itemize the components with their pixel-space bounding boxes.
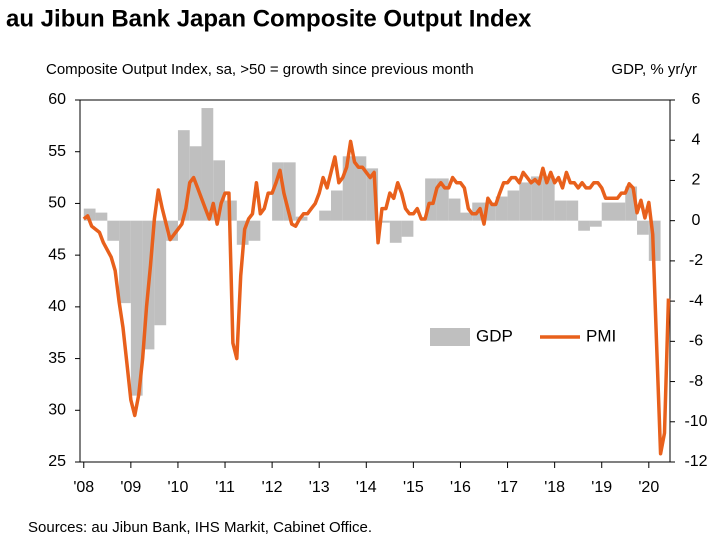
gdp-bar <box>378 220 390 223</box>
gdp-bar <box>460 212 473 221</box>
gdp-bar <box>119 220 131 304</box>
gdp-bar <box>330 190 343 221</box>
gdp-bar <box>201 108 214 221</box>
gdp-bar <box>342 156 355 221</box>
gdp-bar <box>166 220 178 241</box>
y-tick-label: 30 <box>48 402 66 419</box>
x-tick-label: '11 <box>215 479 235 496</box>
legend-label: GDP <box>476 326 513 345</box>
x-tick-label: '18 <box>544 479 565 496</box>
gdp-bar <box>601 202 614 221</box>
gdp-bar <box>542 176 555 221</box>
gdp-bar <box>248 220 261 241</box>
gdp-bar <box>484 202 496 221</box>
y-tick-label: 55 <box>48 143 66 160</box>
y2-axis-label: GDP, % yr/yr <box>611 61 697 78</box>
y2-tick-label: 4 <box>692 131 701 148</box>
y-tick-label: 60 <box>48 91 66 108</box>
gdp-bar <box>354 156 367 221</box>
gdp-bar <box>531 176 543 221</box>
gdp-bar <box>578 220 590 231</box>
gdp-bar <box>389 220 402 243</box>
legend-swatch <box>430 328 470 346</box>
gdp-bar <box>589 220 602 227</box>
gdp-bar <box>130 220 143 396</box>
gdp-bar <box>401 220 414 237</box>
y-axis-label: Composite Output Index, sa, >50 = growth… <box>46 61 474 78</box>
y-tick-label: 45 <box>48 246 66 263</box>
chart-title: au Jibun Bank Japan Composite Output Ind… <box>6 5 532 32</box>
y2-tick-label: -8 <box>689 373 703 390</box>
gdp-bar <box>154 220 167 326</box>
x-tick-label: '14 <box>356 479 377 496</box>
y2-tick-label: -2 <box>689 252 703 269</box>
gdp-bar <box>495 196 508 221</box>
legend-label: PMI <box>586 326 616 345</box>
x-tick-label: '20 <box>638 479 659 496</box>
gdp-bar <box>436 178 449 221</box>
gdp-bar <box>448 198 461 221</box>
gdp-bar <box>366 168 379 221</box>
gdp-bar <box>213 160 226 221</box>
gdp-bar <box>95 212 108 221</box>
y2-tick-label: -12 <box>684 453 707 470</box>
x-tick-label: '13 <box>309 479 330 496</box>
x-tick-label: '09 <box>120 479 141 496</box>
y-tick-label: 40 <box>48 298 66 315</box>
gdp-bar <box>177 130 190 221</box>
source: Sources: au Jibun Bank, IHS Markit, Cabi… <box>28 519 372 536</box>
y2-tick-label: -4 <box>689 292 703 309</box>
plot-frame <box>79 99 671 463</box>
x-tick-label: '17 <box>497 479 518 496</box>
gdp-bar <box>507 190 520 221</box>
x-tick-label: '15 <box>403 479 424 496</box>
gdp-bar <box>319 210 331 221</box>
gdp-bar <box>613 202 626 221</box>
y2-tick-label: 6 <box>692 91 701 108</box>
gdp-bar <box>83 208 96 221</box>
x-tick-label: '19 <box>591 479 612 496</box>
gdp-bar <box>272 162 284 221</box>
y-tick-label: 35 <box>48 350 66 367</box>
gdp-bar <box>566 200 579 221</box>
y2-tick-label: -6 <box>689 333 703 350</box>
x-tick-label: '16 <box>450 479 471 496</box>
gdp-bar <box>648 220 661 261</box>
y2-tick-label: -10 <box>684 413 707 430</box>
gdp-bar <box>425 178 437 221</box>
gdp-bar <box>107 220 120 241</box>
gdp-bar <box>637 220 649 235</box>
gdp-bar <box>283 162 296 221</box>
gdp-bar <box>554 200 567 221</box>
x-tick-label: '08 <box>73 479 94 496</box>
y2-tick-label: 0 <box>692 212 701 229</box>
pmi-line <box>82 139 671 456</box>
y-tick-label: 50 <box>48 195 66 212</box>
x-tick-label: '12 <box>262 479 283 496</box>
y2-tick-label: 2 <box>692 172 701 189</box>
gdp-bar <box>519 182 532 221</box>
gdp-bar <box>625 186 638 221</box>
x-tick-label: '10 <box>168 479 189 496</box>
y-tick-label: 25 <box>48 453 66 470</box>
